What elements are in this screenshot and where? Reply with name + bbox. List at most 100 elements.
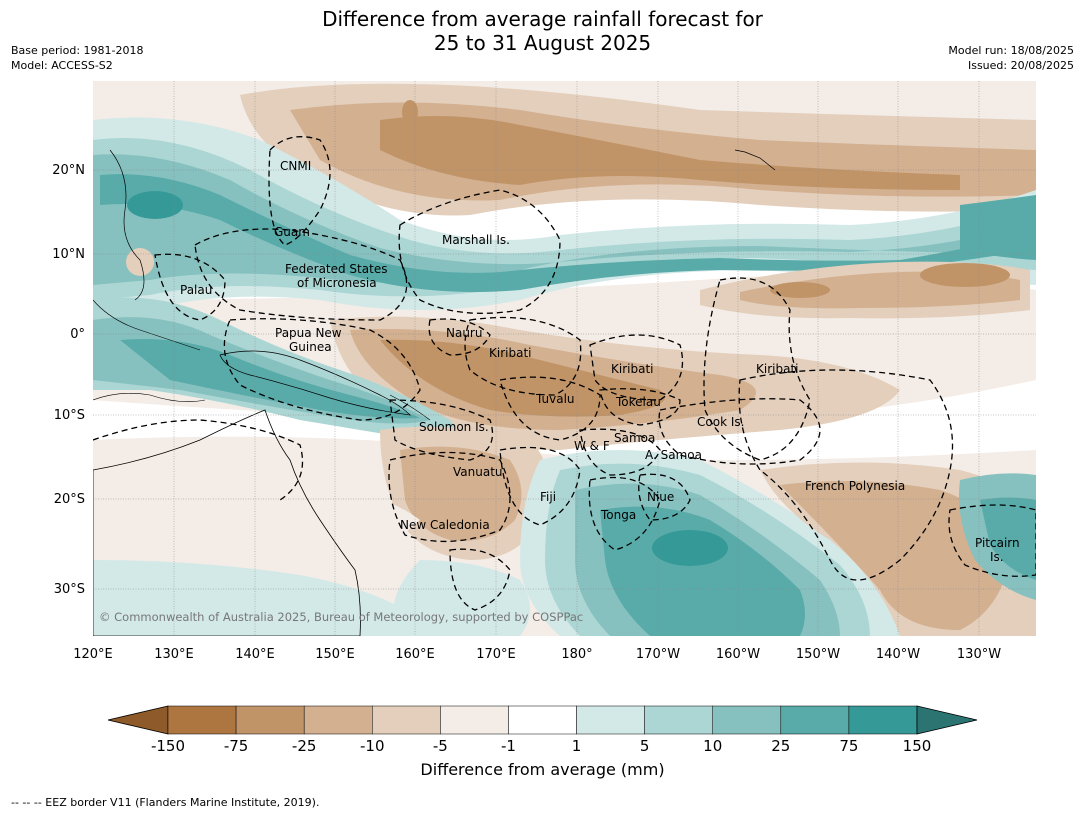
label-pitcairn-2: Is. — [990, 550, 1004, 564]
eez-fsm — [194, 228, 408, 321]
eez-kiribati-c — [589, 334, 684, 401]
colorbar-segment — [372, 705, 441, 735]
label-niue: Niue — [647, 490, 674, 504]
eez-kiribati-e — [703, 277, 811, 461]
colorbar-segment — [780, 705, 850, 735]
eez-marshall — [398, 189, 561, 314]
title-line-1: Difference from average rainfall forecas… — [322, 7, 763, 31]
eez-tuvalu — [499, 376, 601, 441]
copyright-notice: © Commonwealth of Australia 2025, Bureau… — [99, 610, 583, 624]
eez-cnmi — [268, 136, 331, 246]
colorbar-tick: -10 — [360, 737, 385, 755]
eez-niue — [638, 473, 691, 521]
longitude-tick-label: 140°W — [876, 647, 920, 662]
colorbar-extend-low — [107, 705, 169, 735]
latitude-tick-label: 30°S — [54, 582, 85, 597]
eez-fpoly — [738, 369, 954, 581]
latitude-tick-label: 0° — [70, 327, 85, 342]
colorbar-segment — [848, 705, 918, 735]
eez-palau — [154, 253, 226, 321]
label-asamoa: A. Samoa — [645, 448, 702, 462]
colorbar-segment — [576, 705, 645, 735]
colorbar-tick: -75 — [224, 737, 249, 755]
longitude-tick-label: 130°E — [154, 647, 194, 662]
rainfall-field — [93, 81, 1036, 636]
colorbar-tick: -1 — [501, 737, 516, 755]
model-run: Model run: 18/08/2025 — [948, 44, 1074, 57]
colorbar-tick-labels: -150 -75 -25 -10 -5 -1 1 5 10 25 75 150 — [151, 737, 931, 755]
label-cook: Cook Is. — [697, 415, 744, 429]
eez-tonga — [588, 476, 661, 551]
colorbar-tick: -5 — [433, 737, 448, 755]
eez-kiribati-w — [464, 316, 582, 396]
longitude-labels: 120°E 130°E 140°E 150°E 160°E 170°E 180° 170°W 1… — [73, 647, 1001, 662]
longitude-tick-label: 120°E — [73, 647, 113, 662]
label-pitcairn-1: Pitcairn — [975, 536, 1020, 550]
colorbar-tick: -25 — [292, 737, 317, 755]
base-period: Base period: 1981-2018 — [11, 44, 144, 57]
eez-samoa — [579, 428, 661, 476]
eez-newcal — [388, 451, 511, 543]
longitude-tick-label: 150°W — [796, 647, 840, 662]
label-kiribati-c: Kiribati — [611, 362, 653, 376]
label-tuvalu: Tuvalu — [535, 392, 575, 406]
colorbar-segment — [508, 705, 577, 735]
eez-tokelau — [599, 388, 681, 426]
title-line-2: 25 to 31 August 2025 — [433, 31, 652, 55]
label-newcal: New Caledonia — [400, 518, 490, 532]
colorbar-label: Difference from average (mm) — [420, 760, 665, 779]
label-marshall: Marshall Is. — [442, 233, 510, 247]
latitude-tick-label: 20°N — [52, 163, 85, 178]
label-solomon: Solomon Is. — [419, 420, 489, 434]
colorbar-tick: 75 — [839, 737, 858, 755]
meta-left: Base period: 1981-2018 Model: ACCESS-S2 — [11, 43, 143, 73]
label-png-1: Papua New — [275, 326, 342, 340]
label-fsm-1: Federated States — [285, 262, 387, 276]
colorbar-segment — [440, 705, 509, 735]
colorbar-segment — [644, 705, 713, 735]
colorbar-tick: 25 — [771, 737, 790, 755]
label-wf: W & F — [574, 439, 610, 453]
graticule — [93, 81, 1036, 636]
label-cnmi: CNMI — [280, 159, 311, 173]
eez-png — [223, 318, 421, 421]
colorbar-segment — [303, 705, 373, 735]
eez-cook — [658, 398, 821, 465]
map-title: Difference from average rainfall forecas… — [0, 7, 1085, 55]
colorbar-tick: 1 — [572, 737, 582, 755]
label-guam: Guam — [274, 225, 310, 239]
colorbar-tick: 5 — [640, 737, 650, 755]
longitude-tick-label: 160°E — [395, 647, 435, 662]
colorbar-tick: -150 — [151, 737, 185, 755]
model-name: Model: ACCESS-S2 — [11, 59, 113, 72]
longitude-tick-label: 150°E — [315, 647, 355, 662]
longitude-tick-label: 170°E — [476, 647, 516, 662]
eez-footnote: -- -- -- EEZ border V11 (Flanders Marine… — [11, 796, 320, 809]
eez-fiji — [499, 446, 581, 526]
longitude-tick-label: 170°W — [636, 647, 680, 662]
longitude-tick-label: 160°W — [716, 647, 760, 662]
label-kiribati-e: Kiribati — [756, 362, 798, 376]
latitude-tick-label: 10°S — [54, 408, 85, 423]
label-png-2: Guinea — [289, 340, 332, 354]
label-tokelau: Tokelau — [615, 395, 661, 409]
colorbar-tick: 10 — [703, 737, 722, 755]
meta-right: Model run: 18/08/2025 Issued: 20/08/2025 — [948, 43, 1074, 73]
eez-borders — [93, 136, 1036, 611]
label-nauru: Nauru — [446, 326, 482, 340]
label-vanuatu: Vanuatu — [453, 465, 503, 479]
colorbar-extend-high — [916, 705, 978, 735]
label-kiribati-w: Kiribati — [489, 346, 531, 360]
label-samoa: Samoa — [614, 431, 655, 445]
label-tonga: Tonga — [600, 508, 636, 522]
longitude-tick-label: 130°W — [957, 647, 1001, 662]
longitude-tick-label: 180° — [561, 647, 592, 662]
colorbar — [107, 705, 978, 735]
colorbar-segment — [167, 705, 237, 735]
label-fiji: Fiji — [540, 490, 556, 504]
eez-norfolk — [449, 548, 511, 611]
eez-australia — [93, 419, 304, 501]
label-fpoly: French Polynesia — [805, 479, 905, 493]
label-fsm-2: of Micronesia — [297, 276, 377, 290]
